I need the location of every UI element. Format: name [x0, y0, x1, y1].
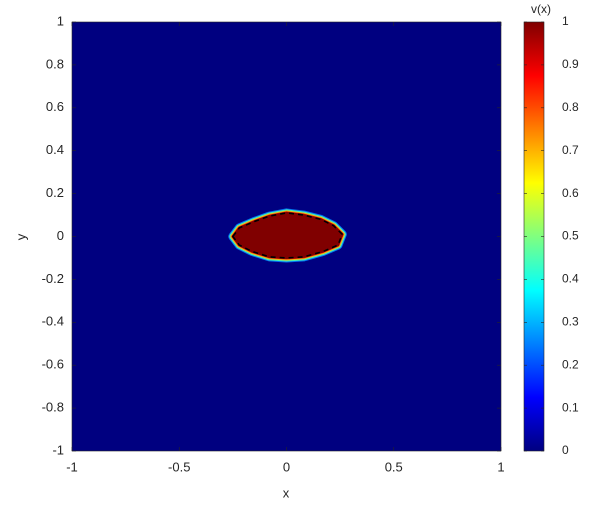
colorbar-tick-label: 0.7: [562, 143, 579, 157]
plot-area: [72, 22, 501, 451]
y-tick-label: 0.6: [46, 99, 64, 114]
y-tick-label: -1: [52, 442, 64, 457]
x-tick-label: -1: [66, 459, 78, 474]
colorbar-tick-label: 1: [562, 14, 569, 28]
y-axis-label: y: [13, 233, 28, 240]
x-axis-label: x: [283, 485, 290, 500]
y-tick-label: -0.2: [42, 271, 64, 286]
colorbar-tick-label: 0.3: [562, 314, 579, 328]
colorbar-tick-label: 0.2: [562, 357, 579, 371]
colorbar-tick-label: 0.8: [562, 100, 579, 114]
y-tick-label: 1: [57, 13, 64, 28]
x-tick-label: 1: [497, 459, 504, 474]
colorbar-tick-label: 0.1: [562, 400, 579, 414]
colorbar-label: v(x): [531, 2, 551, 16]
y-tick-label: 0.2: [46, 185, 64, 200]
region-boundary: [232, 212, 344, 259]
y-tick-label: -0.8: [42, 400, 64, 415]
colorbar-tick-label: 0.6: [562, 186, 579, 200]
x-tick-label: 0: [283, 459, 290, 474]
y-tick-label: -0.4: [42, 314, 64, 329]
y-tick-label: 0.4: [46, 142, 64, 157]
colorbar-tick-label: 0: [562, 443, 569, 457]
colorbar-tick-label: 0.9: [562, 57, 579, 71]
y-tick-label: 0.8: [46, 56, 64, 71]
x-tick-label: 0.5: [385, 459, 403, 474]
colorbar-tick-label: 0.5: [562, 229, 579, 243]
y-tick-label: -0.6: [42, 357, 64, 372]
y-tick-label: 0: [57, 228, 64, 243]
x-tick-label: -0.5: [168, 459, 190, 474]
colorbar-tick-label: 0.4: [562, 272, 579, 286]
